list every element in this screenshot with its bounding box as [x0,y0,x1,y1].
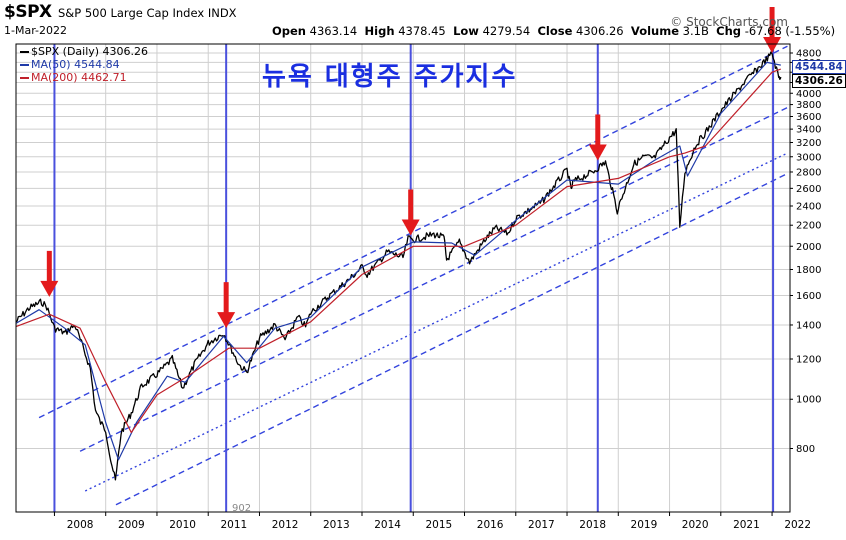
plot-area [16,44,790,512]
legend-price-text: $SPX (Daily) 4306.26 [31,45,149,58]
y-tick-label: 3200 [796,138,821,149]
close-label: Close [537,24,573,38]
index-name: S&P 500 Large Cap Index INDX [58,6,237,20]
legend-ma50: MA(50) 4544.84 [20,58,120,71]
peak-arrow [588,114,607,161]
y-tick-label: 2000 [796,242,821,253]
quote-bar: Open 4363.14 High 4378.45 Low 4279.54 Cl… [272,24,835,38]
legend-ma200: MA(200) 4462.71 [20,71,127,84]
plot-frame [15,43,791,513]
annotation-title: 뉴욕 대형주 주가지수 [262,62,518,92]
x-tick-label: 2008 [67,519,94,531]
channel-line-dashed [79,106,788,452]
y-tick-label: 3400 [796,125,821,136]
volume-label: Volume [630,24,680,38]
x-axis: 2008 2009 2010 2011 2012 2013 2014 2015 2016 2017… [53,512,811,531]
chg-value: -67.68 (-1.55%) [744,24,836,38]
high-value: 4378.45 [398,24,446,38]
x-tick-label: 2020 [682,519,709,531]
y-tick-label: 2600 [796,184,821,195]
open-value: 4363.14 [309,24,358,38]
last-value-ma50: 4544.84 [792,60,846,74]
peak-arrow-head [763,37,782,54]
cycle-vertical-lines [53,44,775,512]
x-tick-label: 2021 [733,519,760,531]
peak-arrow [217,282,236,329]
legend-ma50-swatch [20,64,29,66]
chg-label: Chg [716,24,742,38]
peak-arrow [763,7,782,54]
y-tick-label: 4800 [796,49,821,60]
y-tick-label: 1800 [796,265,821,276]
series-lines [15,51,782,481]
stockcharts-watermark[interactable]: © StockCharts.com [670,15,788,29]
note-label: 902 [232,503,252,514]
peak-arrow-head [588,144,607,161]
y-tick-label: 4000 [796,89,821,100]
low-label: Low [453,24,479,38]
x-tick-label: 2014 [374,519,401,531]
low-value: 4279.54 [482,24,531,38]
x-tick-label: 2012 [272,519,299,531]
x-tick-label: 2016 [477,519,504,531]
x-tick-label: 2017 [528,519,555,531]
peak-arrow-head [40,280,59,297]
y-tick-label: 1400 [796,320,821,331]
peak-arrow-head [401,219,420,236]
peak-arrow-head [217,312,236,329]
y-tick-label: 3600 [796,112,821,123]
trend-channels [38,45,788,506]
y-tick-label: 2200 [796,221,821,232]
ma200-series-line [15,68,782,434]
legend-price-swatch [20,51,29,53]
legend-price: $SPX (Daily) 4306.26 [20,45,148,58]
y-tick-label: 3800 [796,100,821,111]
y-tick-label: 1200 [796,355,821,366]
close-value: 4306.26 [576,24,624,38]
peak-arrows [40,7,782,329]
index-name-text: S&P 500 Large Cap Index [58,6,205,20]
open-label: Open [272,24,306,38]
x-tick-label: 2015 [426,519,453,531]
symbol: $SPX [4,2,52,22]
y-axis: 800 1000 1200 1400 1600 1800 2000 2200 2400 2600 2… [790,49,821,455]
legend-ma200-text: MA(200) 4462.71 [31,71,127,84]
peak-arrow [401,189,420,236]
y-tick-label: 2400 [796,202,821,213]
high-label: High [364,24,395,38]
x-tick-label: 2019 [631,519,658,531]
volume-value: 3.1B [682,24,709,38]
ma50-series-line [15,61,781,461]
y-tick-label: 800 [796,444,815,455]
legend-ma200-swatch [20,77,29,79]
x-tick-label: 2022 [784,519,811,531]
x-tick-label: 2013 [323,519,350,531]
x-tick-label: 2018 [579,519,606,531]
y-tick-label: 1000 [796,395,821,406]
gridlines [16,44,790,512]
x-tick-label: 2011 [220,519,247,531]
y-tick-label: 1600 [796,291,821,302]
x-tick-label: 2010 [169,519,196,531]
x-tick-label: 2009 [118,519,145,531]
chart-date: 1-Mar-2022 [4,24,67,37]
channel-line-dashed [115,172,788,506]
y-tick-label: 3000 [796,152,821,163]
price-series-line [15,51,782,481]
legend-ma50-text: MA(50) 4544.84 [31,58,120,71]
exchange: INDX [207,6,237,20]
peak-arrow [40,250,59,297]
y-tick-label: 2800 [796,167,821,178]
last-value-price: 4306.26 [792,74,846,88]
